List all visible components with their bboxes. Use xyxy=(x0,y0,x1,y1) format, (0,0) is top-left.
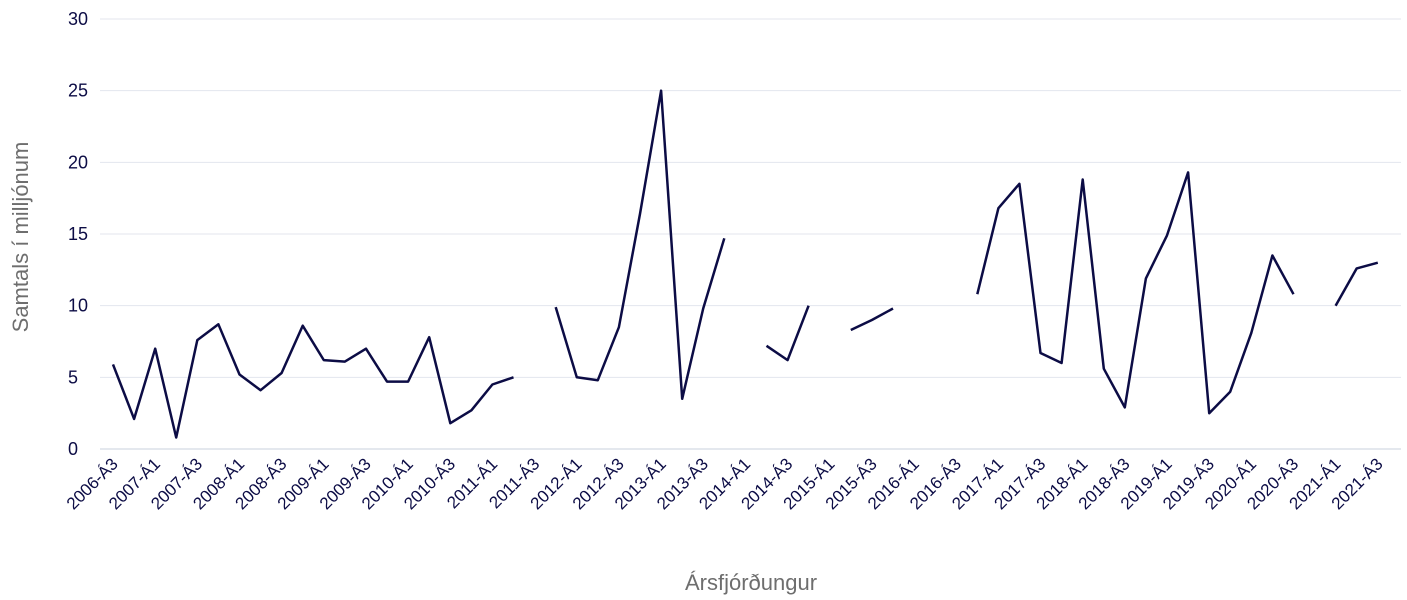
y-tick-label: 15 xyxy=(68,224,88,244)
y-tick-label: 20 xyxy=(68,152,88,172)
series-line-segment xyxy=(976,171,1295,415)
series-lines xyxy=(111,89,1379,439)
grid-lines xyxy=(100,18,1401,450)
x-axis-title: Ársfjórðungur xyxy=(685,570,817,595)
y-axis-ticks: 0 5 10 15 20 25 30 xyxy=(68,9,88,459)
series-line-segment xyxy=(1334,261,1379,307)
y-axis-title: Samtals í milljónum xyxy=(8,142,33,333)
y-tick-label: 0 xyxy=(68,439,78,459)
series-line-segment xyxy=(554,89,726,401)
y-tick-label: 5 xyxy=(68,367,78,387)
x-axis-ticks: 2006-Á32007-Á12007-Á32008-Á12008-Á32009-… xyxy=(63,454,1387,513)
series-line-segment xyxy=(111,323,514,439)
series-line-segment xyxy=(850,307,894,332)
y-tick-label: 30 xyxy=(68,9,88,29)
series-line-segment xyxy=(765,305,810,362)
y-tick-label: 25 xyxy=(68,81,88,101)
y-tick-label: 10 xyxy=(68,296,88,316)
